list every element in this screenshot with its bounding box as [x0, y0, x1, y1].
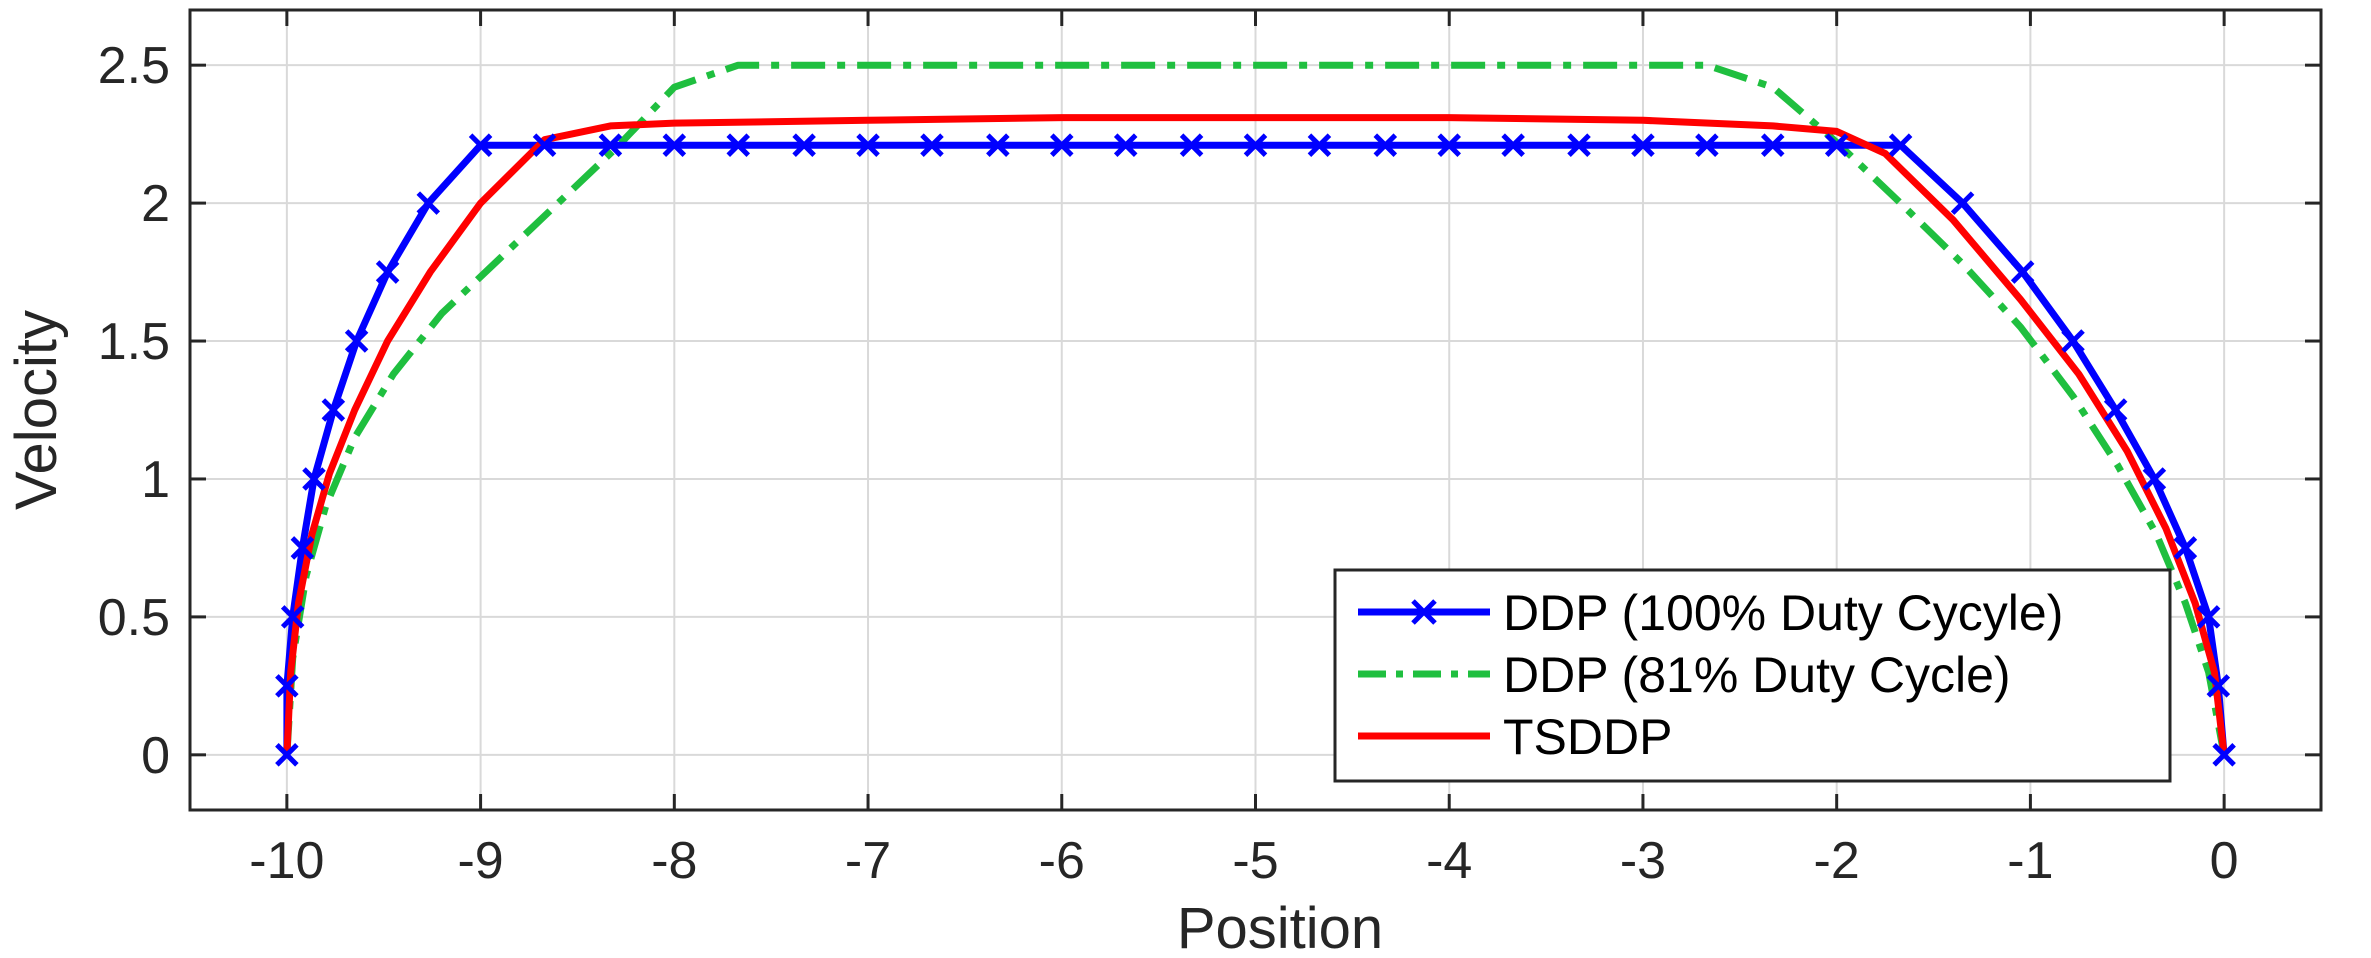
series-group — [275, 61, 2236, 767]
x-axis-label: Position — [1177, 896, 1383, 958]
data-point-marker — [1760, 133, 1785, 157]
data-point-marker — [792, 133, 816, 157]
x-tick-label: -10 — [249, 832, 324, 890]
legend-label-ddp-100: DDP (100% Duty Cycyle) — [1503, 585, 2063, 641]
legend: DDP (100% Duty Cycyle) DDP (81% Duty Cyc… — [1333, 568, 2172, 783]
y-tick-label: 1.5 — [98, 313, 170, 371]
data-point-marker — [1307, 133, 1332, 157]
data-point-marker — [321, 398, 346, 422]
ticks: -10 -9 -8 -7 -6 -5 -4 -3 -2 -1 000.511.522.5 — [98, 10, 2321, 890]
data-point-marker — [2103, 398, 2128, 422]
data-point-marker — [2173, 536, 2198, 560]
legend-marker-ddp-100 — [1411, 599, 1437, 625]
data-point-marker — [2010, 260, 2035, 284]
data-point-marker — [2196, 605, 2221, 629]
data-point-marker — [532, 133, 557, 157]
data-point-marker — [1373, 133, 1398, 157]
x-tick-label: -7 — [845, 832, 891, 890]
data-point-marker — [2142, 467, 2167, 491]
x-tick-label: -3 — [1620, 832, 1666, 890]
data-point-marker — [726, 133, 751, 157]
data-point-marker — [1950, 191, 1975, 215]
y-tick-label: 2 — [141, 175, 170, 233]
series-line-2 — [283, 114, 2228, 756]
data-point-marker — [1501, 133, 1525, 157]
x-tick-label: -6 — [1039, 832, 1085, 890]
data-point-marker — [1824, 133, 1849, 157]
data-point-marker — [1437, 133, 1461, 157]
data-point-marker — [468, 133, 493, 157]
data-point-marker — [1567, 133, 1591, 157]
data-point-marker — [344, 329, 369, 353]
y-tick-label: 2.5 — [98, 37, 170, 95]
data-point-marker — [280, 605, 305, 629]
x-tick-label: -1 — [2007, 832, 2053, 890]
x-tick-label: -4 — [1426, 832, 1472, 890]
data-point-marker — [1243, 133, 1268, 157]
data-point-marker — [2206, 674, 2231, 698]
data-point-marker — [275, 674, 299, 698]
data-point-marker — [2212, 743, 2236, 767]
x-tick-label: -9 — [457, 832, 503, 890]
data-point-marker — [2061, 329, 2085, 353]
data-point-marker — [1179, 133, 1204, 157]
data-point-marker — [1888, 133, 1913, 157]
legend-label-tsddp: TSDDP — [1503, 709, 1672, 765]
x-tick-label: 0 — [2210, 832, 2239, 890]
data-point-marker — [920, 133, 944, 157]
data-point-marker — [1631, 133, 1655, 157]
x-tick-label: -8 — [651, 832, 697, 890]
y-axis-label: Velocity — [4, 310, 69, 510]
data-point-marker — [598, 133, 623, 157]
y-tick-label: 0 — [141, 727, 170, 785]
y-tick-label: 1 — [141, 451, 170, 509]
data-point-marker — [662, 133, 687, 157]
legend-label-ddp-81: DDP (81% Duty Cycle) — [1503, 647, 2011, 703]
data-point-marker — [290, 536, 315, 560]
y-tick-label: 0.5 — [98, 589, 170, 647]
data-point-marker — [986, 133, 1010, 157]
data-point-marker — [416, 191, 441, 215]
data-point-marker — [1050, 133, 1074, 157]
data-point-marker — [302, 467, 326, 491]
x-tick-label: -5 — [1232, 832, 1278, 890]
data-point-marker — [1695, 133, 1719, 157]
data-point-marker — [1113, 133, 1138, 157]
x-tick-label: -2 — [1814, 832, 1860, 890]
data-point-marker — [856, 133, 880, 157]
data-point-marker — [375, 260, 400, 284]
data-point-marker — [275, 743, 299, 767]
